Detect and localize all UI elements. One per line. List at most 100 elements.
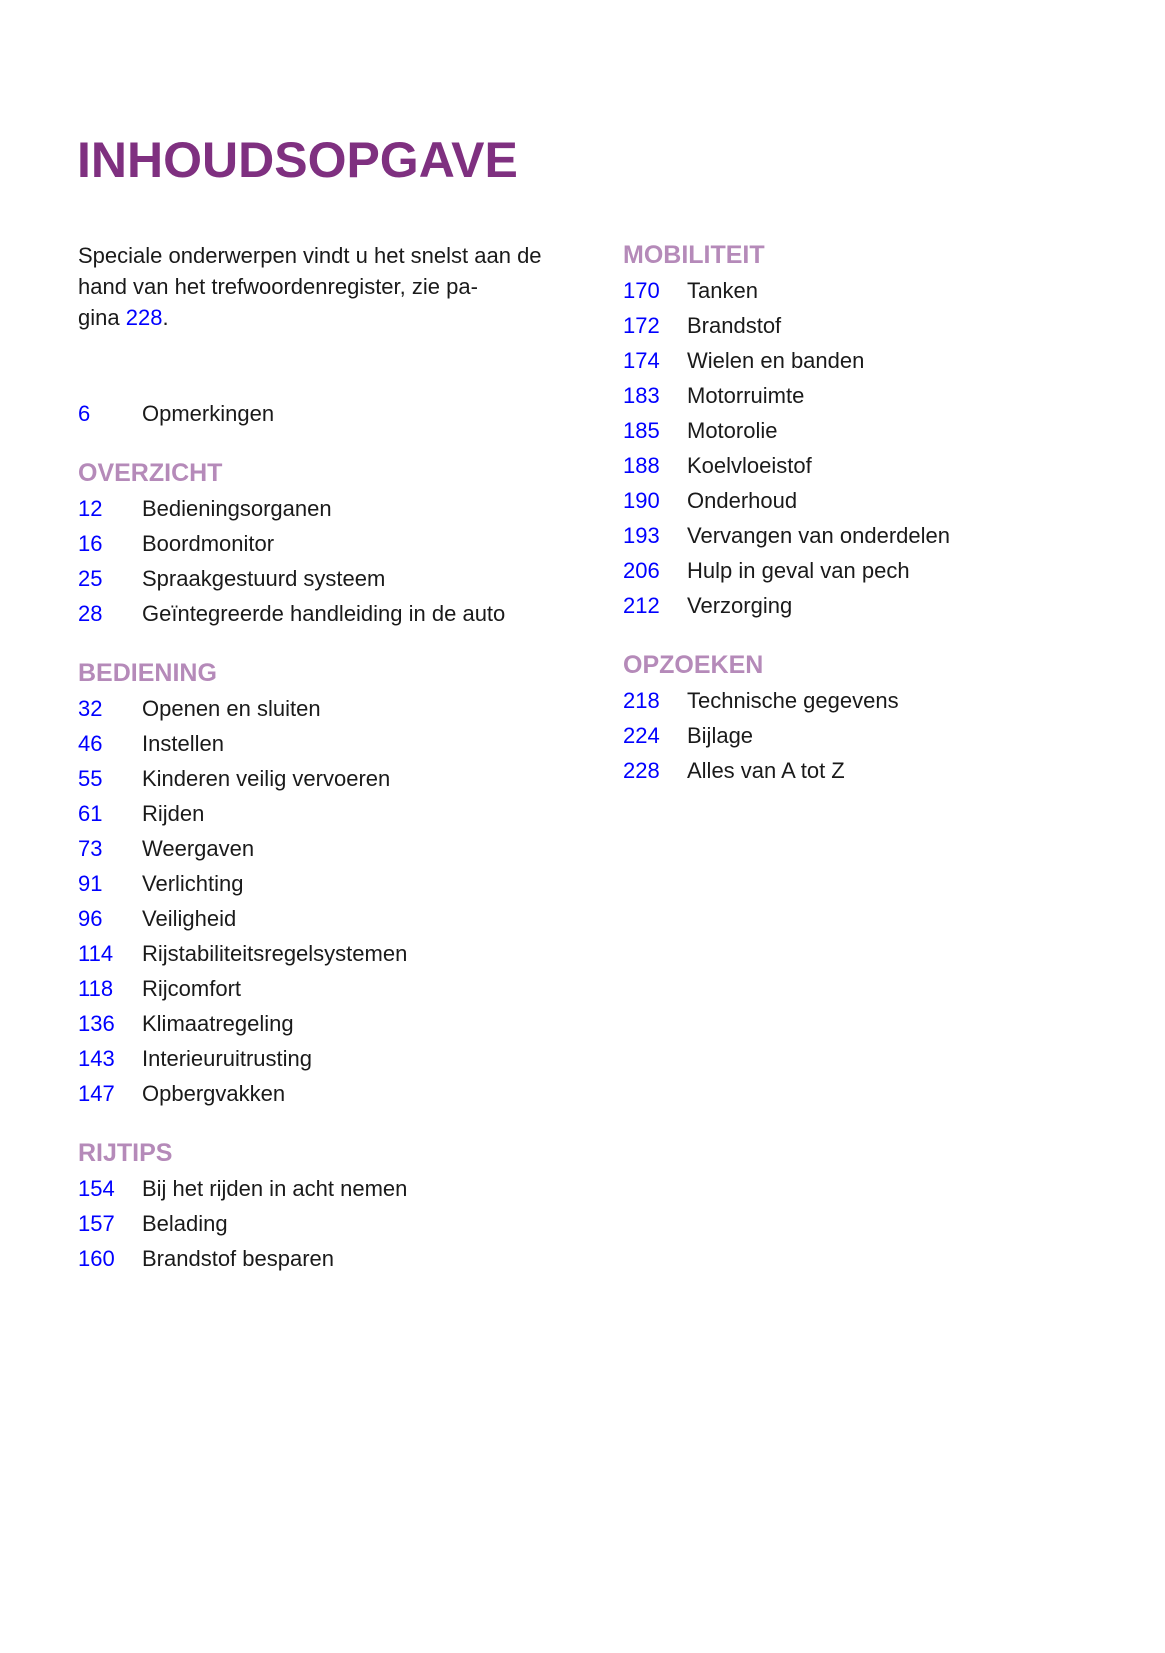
toc-section: 6 Opmerkingen <box>78 396 578 431</box>
entry-label: Tanken <box>687 278 758 303</box>
toc-entry[interactable]: 193 Vervangen van onderdelen <box>623 518 1123 553</box>
entry-label: Veiligheid <box>142 906 237 931</box>
entry-label: Bij het rijden in acht nemen <box>142 1176 408 1201</box>
entry-label: Verlichting <box>142 871 244 896</box>
entry-label: Verzorging <box>687 593 793 618</box>
page-number-link[interactable]: 147 <box>78 1081 115 1106</box>
toc-entry[interactable]: 136 Klimaatregeling <box>78 1006 578 1041</box>
index-page-link[interactable]: 228 <box>125 305 163 330</box>
section-heading: OVERZICHT <box>78 459 223 487</box>
page-number-link[interactable]: 12 <box>78 496 103 521</box>
page-number-link[interactable]: 96 <box>78 906 103 931</box>
toc-entry[interactable]: 143 Interieuruitrusting <box>78 1041 578 1076</box>
entry-label: Instellen <box>142 731 224 756</box>
toc-entry[interactable]: 212 Verzorging <box>623 588 1123 623</box>
page-number-link[interactable]: 170 <box>623 278 660 303</box>
page-number-link[interactable]: 114 <box>78 941 114 966</box>
section-heading: MOBILITEIT <box>623 241 765 269</box>
page-number-link[interactable]: 73 <box>78 836 103 861</box>
page-number-link[interactable]: 228 <box>623 758 660 783</box>
intro-end: . <box>162 305 169 330</box>
toc-section: BEDIENING 32 Openen en sluiten 46 Instellen 5… <box>78 656 578 1111</box>
toc-entry[interactable]: 224 Bijlage <box>623 718 1123 753</box>
page-number-link[interactable]: 32 <box>78 696 103 721</box>
toc-entry[interactable]: 46 Instellen <box>78 726 578 761</box>
entry-label: Spraakgestuurd systeem <box>142 566 386 591</box>
toc-entry[interactable]: 190 Onderhoud <box>623 483 1123 518</box>
entry-label: Hulp in geval van pech <box>687 558 910 583</box>
page-number-link[interactable]: 16 <box>78 531 103 556</box>
toc-entry[interactable]: 91 Verlichting <box>78 866 578 901</box>
toc-section: MOBILITEIT 170 Tanken 172 Brandstof 174 Wielen… <box>623 238 1123 623</box>
page-number-link[interactable]: 212 <box>623 593 660 618</box>
page-number-link[interactable]: 188 <box>623 453 660 478</box>
page-number-link[interactable]: 185 <box>623 418 660 443</box>
toc-entry[interactable]: 154 Bij het rijden in acht nemen <box>78 1171 578 1206</box>
entry-label: Koelvloeistof <box>687 453 812 478</box>
toc-entry[interactable]: 32 Openen en sluiten <box>78 691 578 726</box>
toc-entry[interactable]: 218 Technische gegevens <box>623 683 1123 718</box>
page-number-link[interactable]: 55 <box>78 766 103 791</box>
toc-entry[interactable]: 228 Alles van A tot Z <box>623 753 1123 788</box>
toc-entry[interactable]: 206 Hulp in geval van pech <box>623 553 1123 588</box>
page-number-link[interactable]: 61 <box>78 801 103 826</box>
entry-label: Geïntegreerde handleiding in de auto <box>142 601 506 626</box>
toc-entry[interactable]: 170 Tanken <box>623 273 1123 308</box>
toc-entry[interactable]: 16 Boordmonitor <box>78 526 578 561</box>
page-number-link[interactable]: 224 <box>623 723 660 748</box>
toc-entry[interactable]: 183 Motorruimte <box>623 378 1123 413</box>
page-number-link[interactable]: 172 <box>623 313 660 338</box>
toc-entry[interactable]: 188 Koelvloeistof <box>623 448 1123 483</box>
entry-label: Brandstof <box>687 313 782 338</box>
entry-label: Rijstabiliteitsregelsystemen <box>142 941 408 966</box>
entry-label: Interieuruitrusting <box>142 1046 312 1071</box>
page-number-link[interactable]: 190 <box>623 488 660 513</box>
page-number-link[interactable]: 183 <box>623 383 660 408</box>
page-number-link[interactable]: 174 <box>623 348 660 373</box>
toc-entry[interactable]: 61 Rijden <box>78 796 578 831</box>
page-number-link[interactable]: 157 <box>78 1211 115 1236</box>
toc-entry[interactable]: 25 Spraakgestuurd systeem <box>78 561 578 596</box>
page-number-link[interactable]: 46 <box>78 731 103 756</box>
page-number-link[interactable]: 118 <box>78 976 114 1001</box>
toc-entry[interactable]: 96 Veiligheid <box>78 901 578 936</box>
page-number-link[interactable]: 206 <box>623 558 660 583</box>
toc-entry[interactable]: 28 Geïntegreerde handleiding in de auto <box>78 596 578 631</box>
entry-label: Technische gegevens <box>687 688 899 713</box>
entry-label: Wielen en banden <box>687 348 865 373</box>
toc-entry[interactable]: 185 Motorolie <box>623 413 1123 448</box>
section-heading: OPZOEKEN <box>623 651 764 679</box>
entry-label: Bedieningsorganen <box>142 496 332 521</box>
page-title: INHOUDSOPGAVE <box>77 132 518 188</box>
toc-entry[interactable]: 114 Rijstabiliteitsregelsystemen <box>78 936 578 971</box>
toc-entry[interactable]: 160 Brandstof besparen <box>78 1241 578 1276</box>
intro-line-1: Speciale onderwerpen vindt u het snelst … <box>78 243 542 268</box>
toc-entry[interactable]: 172 Brandstof <box>623 308 1123 343</box>
intro-line-2: hand van het trefwoordenregister, zie pa… <box>78 274 478 299</box>
page-number-link[interactable]: 154 <box>78 1176 115 1201</box>
page-number-link[interactable]: 143 <box>78 1046 115 1071</box>
toc-entry[interactable]: 174 Wielen en banden <box>623 343 1123 378</box>
page-number-link[interactable]: 28 <box>78 601 103 626</box>
toc-entry[interactable]: 6 Opmerkingen <box>78 396 578 431</box>
page-number-link[interactable]: 193 <box>623 523 660 548</box>
toc-section: OPZOEKEN 218 Technische gegevens 224 Bijlage… <box>623 648 1123 788</box>
page-number-link[interactable]: 160 <box>78 1246 115 1271</box>
page-number-link[interactable]: 25 <box>78 566 103 591</box>
intro-line-3: gina <box>78 305 126 330</box>
entry-label: Openen en sluiten <box>142 696 321 721</box>
page-number-link[interactable]: 136 <box>78 1011 115 1036</box>
entry-label: Belading <box>142 1211 228 1236</box>
section-heading: BEDIENING <box>78 659 217 687</box>
toc-entry[interactable]: 12 Bedieningsorganen <box>78 491 578 526</box>
toc-entry[interactable]: 147 Opbergvakken <box>78 1076 578 1111</box>
entry-label: Klimaatregeling <box>142 1011 294 1036</box>
toc-entry[interactable]: 157 Belading <box>78 1206 578 1241</box>
toc-entry[interactable]: 73 Weergaven <box>78 831 578 866</box>
page-number-link[interactable]: 91 <box>78 871 103 896</box>
toc-entry[interactable]: 118 Rijcomfort <box>78 971 578 1006</box>
toc-entry[interactable]: 55 Kinderen veilig vervoeren <box>78 761 578 796</box>
entry-label: Rijcomfort <box>142 976 242 1001</box>
page-number-link[interactable]: 6 <box>78 401 91 426</box>
page-number-link[interactable]: 218 <box>623 688 660 713</box>
